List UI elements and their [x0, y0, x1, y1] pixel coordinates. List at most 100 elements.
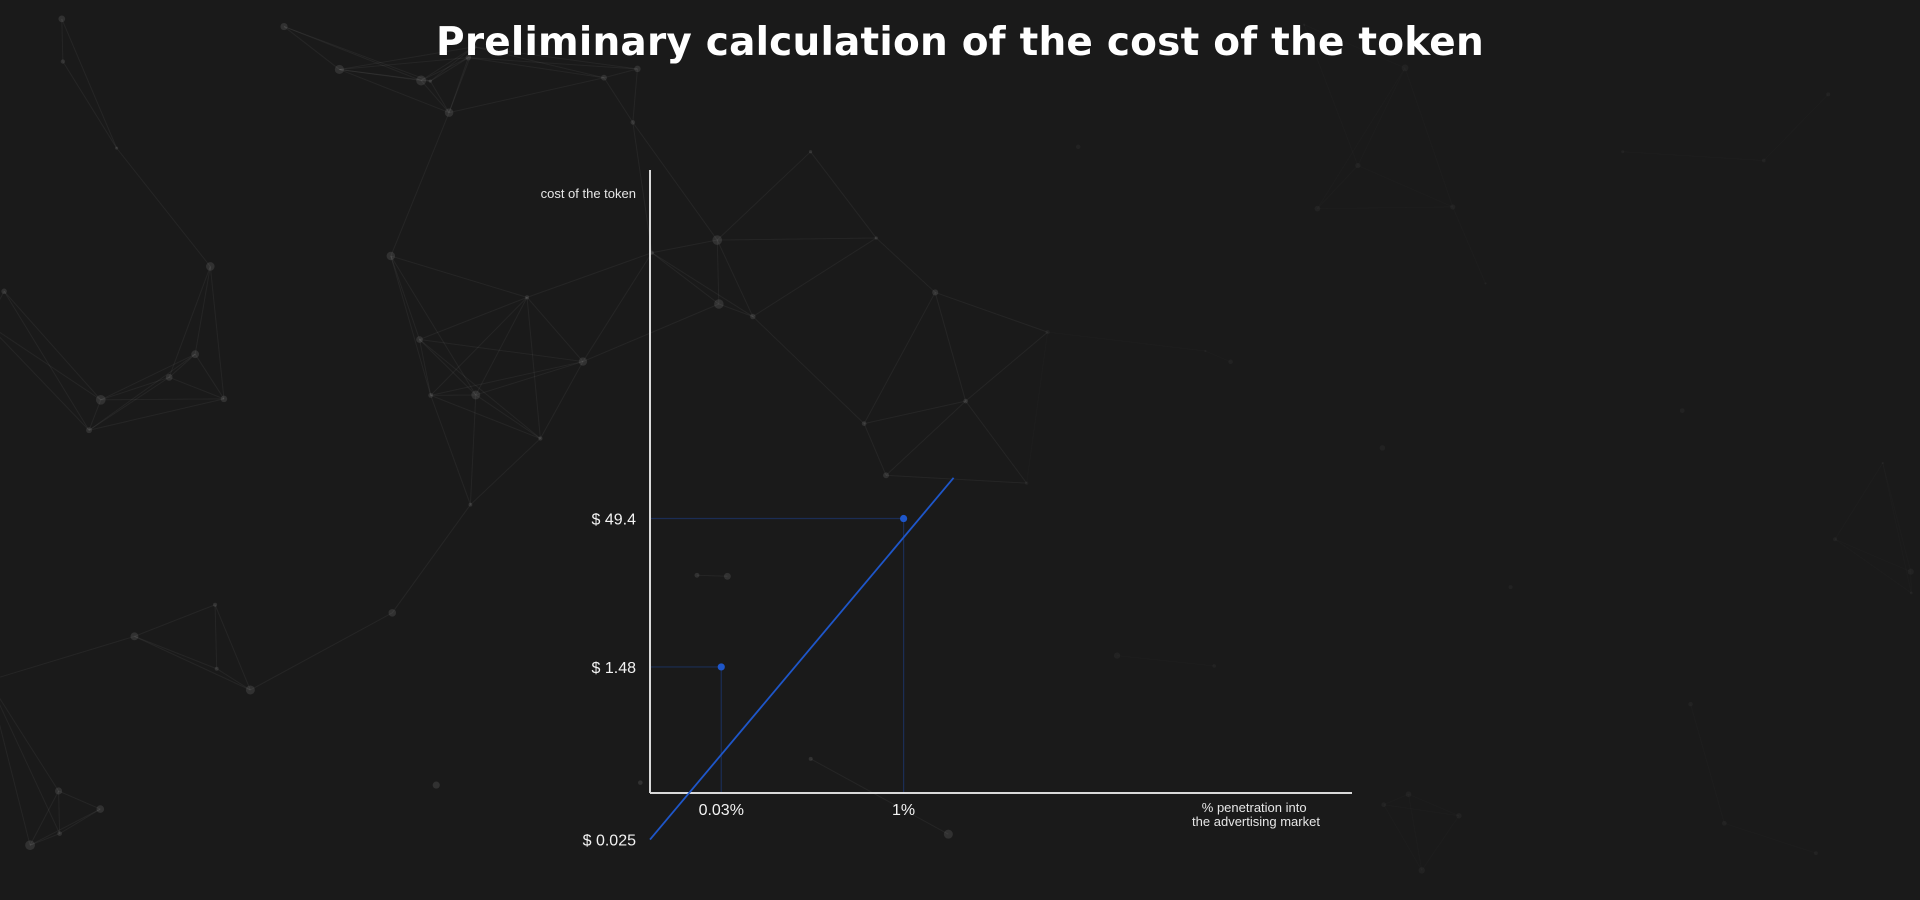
background-node	[115, 146, 119, 150]
background-link	[134, 635, 217, 670]
background-link	[339, 68, 450, 114]
background-node	[883, 472, 890, 479]
background-link	[470, 438, 541, 506]
y-tick-labels: $ 0.025 $ 1.48 $ 49.4	[583, 512, 636, 850]
background-node	[1508, 585, 1513, 590]
background-node	[1450, 204, 1456, 210]
background-node	[416, 336, 423, 343]
background-node	[808, 150, 813, 154]
background-link	[752, 316, 865, 424]
background-node	[416, 75, 427, 86]
background-node	[1826, 92, 1831, 97]
background-link	[420, 57, 469, 81]
background-link	[473, 46, 638, 70]
background-node	[630, 120, 636, 125]
background-link	[429, 80, 450, 113]
background-link	[420, 80, 450, 113]
background-node	[468, 502, 473, 507]
background-node	[1405, 791, 1412, 797]
background-node	[130, 632, 139, 641]
background-link	[339, 68, 431, 82]
background-link	[250, 612, 393, 691]
background-link	[716, 240, 720, 305]
background-link	[420, 46, 475, 81]
background-link	[468, 57, 605, 79]
background-link	[810, 758, 949, 835]
background-link	[475, 394, 541, 439]
background-link	[603, 77, 634, 123]
background-link	[603, 68, 638, 79]
background-link	[0, 724, 31, 846]
background-link	[390, 255, 528, 298]
background-link	[430, 361, 584, 396]
background-link	[467, 46, 475, 58]
background-link	[214, 604, 218, 669]
background-node	[601, 74, 607, 81]
background-link	[886, 474, 1027, 484]
background-node	[723, 572, 731, 580]
background-link	[526, 297, 584, 362]
background-link	[339, 57, 469, 70]
background-node	[86, 427, 93, 434]
background-link	[863, 292, 936, 424]
background-link	[863, 423, 887, 476]
background-link	[88, 376, 170, 431]
background-node	[750, 313, 756, 320]
background-link	[810, 151, 877, 239]
background-link	[390, 255, 421, 340]
background-node	[932, 289, 939, 296]
background-link	[965, 400, 1028, 484]
background-node	[943, 829, 953, 839]
background-link	[539, 361, 584, 439]
background-node	[1204, 349, 1207, 353]
background-node	[428, 392, 434, 398]
background-link	[194, 353, 225, 400]
background-node	[1228, 359, 1233, 365]
x-tick-labels: 0.03% 1%	[699, 802, 916, 819]
background-link	[29, 833, 60, 846]
background-node	[465, 54, 472, 61]
background-node	[1813, 851, 1818, 856]
background-node	[808, 756, 813, 761]
background-node	[60, 59, 66, 64]
background-link	[468, 57, 638, 70]
background-link	[29, 790, 60, 846]
background-link	[0, 635, 135, 678]
background-link	[194, 266, 211, 355]
background-link	[419, 296, 528, 340]
background-node	[1833, 537, 1838, 542]
background-link	[62, 61, 118, 149]
background-node	[444, 108, 454, 117]
background-link	[651, 239, 718, 254]
background-node	[712, 235, 723, 245]
background-link	[421, 79, 431, 82]
background-link	[448, 57, 469, 113]
background-link	[134, 604, 216, 637]
background-link	[419, 338, 584, 363]
background-node	[334, 64, 344, 75]
background-link	[716, 239, 754, 317]
background-link	[419, 339, 541, 439]
background-node	[191, 350, 200, 359]
background-node	[694, 572, 700, 578]
background-link	[475, 297, 528, 396]
background-link	[717, 237, 877, 241]
background-node	[471, 390, 481, 400]
background-node	[1688, 701, 1693, 707]
background-link	[339, 46, 475, 70]
background-node	[25, 840, 35, 851]
background-node	[1113, 652, 1121, 659]
background-link	[209, 266, 225, 399]
background-link	[100, 353, 196, 401]
data-point	[900, 514, 908, 523]
background-link	[100, 398, 224, 401]
background-node	[1907, 568, 1914, 575]
background-node	[428, 79, 433, 83]
background-node	[245, 685, 255, 695]
background-link	[61, 18, 118, 149]
background-link	[58, 790, 101, 810]
background-node	[714, 299, 724, 309]
background-node	[206, 262, 215, 271]
